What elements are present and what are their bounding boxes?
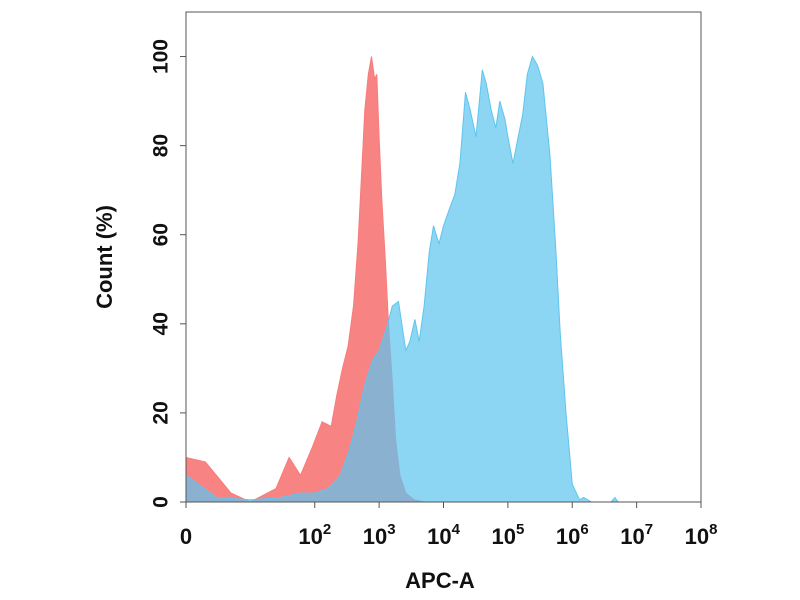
- y-tick-label: 80: [149, 134, 172, 157]
- y-tick-label: 0: [149, 496, 172, 508]
- x-tick-label: 108: [685, 521, 718, 549]
- x-tick-label: 106: [556, 521, 589, 549]
- y-tick-label: 40: [149, 312, 172, 335]
- x-tick-label: 103: [363, 521, 396, 549]
- y-tick-label: 20: [149, 401, 172, 424]
- histogram-series-2: [185, 55, 701, 503]
- ticks-layer: 0 20 40 60 80 100 0 102 103 104 105 106 107 108: [149, 39, 717, 549]
- x-tick-label: 104: [427, 521, 460, 549]
- x-tick-label: 102: [298, 521, 331, 549]
- x-tick-label: 107: [620, 521, 653, 549]
- series-layer: [185, 55, 701, 503]
- y-tick-label: 60: [149, 223, 172, 246]
- y-tick-label: 100: [149, 39, 172, 74]
- x-axis-label: APC-A: [405, 568, 475, 593]
- x-tick-label: 0: [180, 524, 192, 549]
- x-tick-label: 105: [491, 521, 524, 549]
- y-axis-label: Count (%): [92, 205, 117, 309]
